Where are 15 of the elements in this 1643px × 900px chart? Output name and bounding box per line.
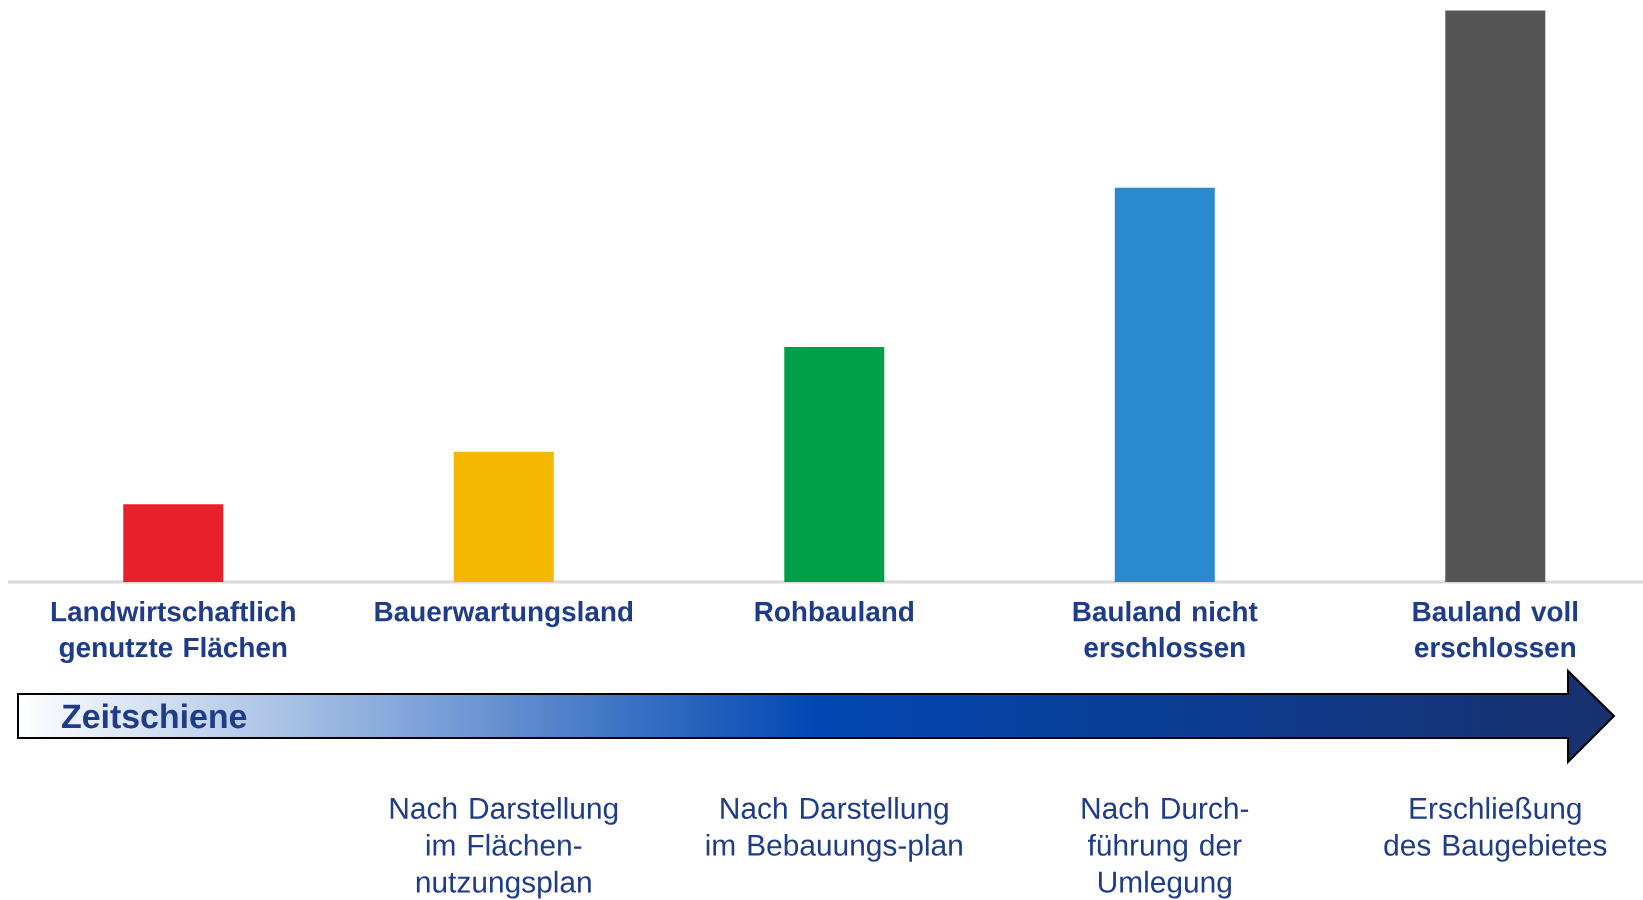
bar (123, 504, 224, 582)
x-tick-label: Bauland nicht erschlossen (1073, 601, 1258, 658)
text: Nach Darstellung im Bebauungs-plan (706, 797, 962, 862)
text: Zeitschiene (62, 703, 247, 729)
text: Erschließung des Baugebietes (1384, 797, 1607, 862)
x-tick-label: Rohbauland (755, 601, 914, 622)
x-tick-label: Bauerwartungsland (375, 601, 633, 628)
x-tick-label: Landwirtschaftlich genutzte Flächen (51, 601, 295, 664)
bar (453, 451, 554, 582)
text: Nach Darstellung im Flächen-nutzungsplan (390, 797, 618, 899)
bar (784, 347, 885, 582)
bar (1445, 10, 1546, 582)
text: Nach Durch-führung der Umlegung (1082, 797, 1249, 899)
x-tick-label: Bauland voll erschlossen (1413, 601, 1578, 658)
bar (1114, 187, 1215, 582)
